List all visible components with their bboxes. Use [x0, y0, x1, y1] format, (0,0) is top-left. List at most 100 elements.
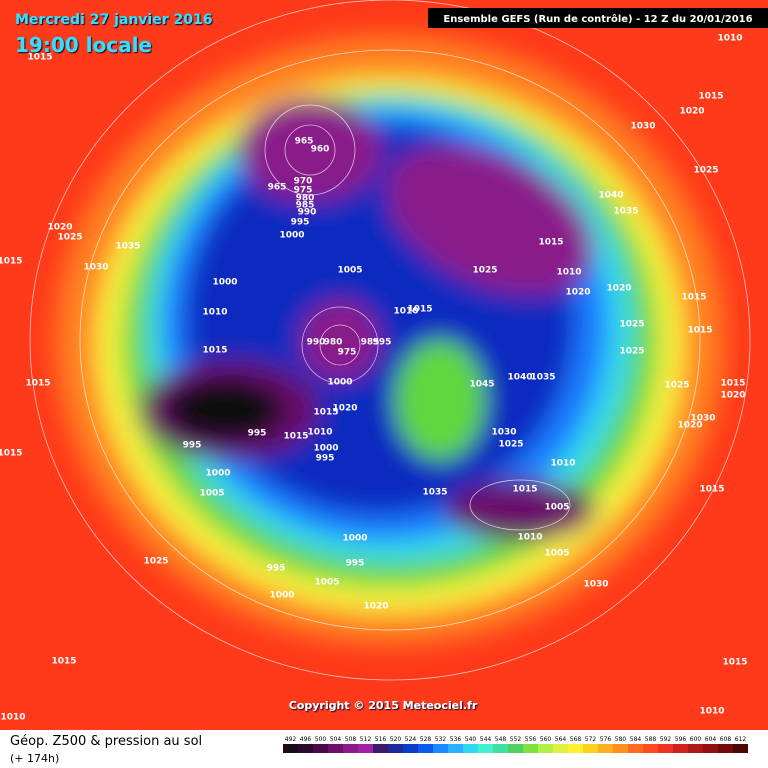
isobar-label: 1000	[269, 591, 294, 601]
scale-value: 564	[555, 736, 567, 743]
isobar-label: 1005	[544, 549, 569, 559]
isobar-label: 1020	[565, 288, 590, 298]
isobar-label: 1025	[619, 347, 644, 357]
field-name: Géop. Z500 & pression au sol	[10, 734, 202, 749]
isobar-label: 975	[338, 348, 357, 358]
isobar-label: 960	[311, 145, 330, 155]
scale-swatch	[553, 744, 568, 753]
isobar-label: 1015	[538, 238, 563, 248]
scale-value: 504	[330, 736, 342, 743]
isobar-label: 1010	[393, 307, 418, 317]
scale-swatch	[733, 744, 748, 753]
isobar-label: 995	[267, 564, 286, 574]
isobar-label: 995	[373, 338, 392, 348]
isobar-label: 1010	[517, 533, 542, 543]
scale-value: 516	[375, 736, 387, 743]
isobar-label: 1015	[687, 326, 712, 336]
run-box	[428, 8, 768, 28]
scale-value: 596	[675, 736, 687, 743]
isobar-label: 1025	[498, 440, 523, 450]
isobar-label: 1000	[212, 278, 237, 288]
scale-swatch	[433, 744, 448, 753]
isobar-label: 1010	[699, 707, 724, 717]
scale-value: 536	[450, 736, 462, 743]
isobar-label: 995	[183, 441, 202, 451]
scale-swatch	[568, 744, 583, 753]
isobar-label: 1010	[202, 308, 227, 318]
scale-swatch	[643, 744, 658, 753]
copyright: Copyright © 2015 Meteociel.fr	[289, 699, 478, 712]
isobar-label: 1020	[720, 391, 745, 401]
isobar-label: 1015	[25, 379, 50, 389]
scale-swatch	[313, 744, 328, 753]
isobar-label: 1010	[556, 268, 581, 278]
scale-value: 528	[420, 736, 432, 743]
scale-swatch	[283, 744, 298, 753]
isobar-label: 1010	[307, 428, 332, 438]
scale-value: 512	[360, 736, 372, 743]
isobar-label: 1020	[363, 602, 388, 612]
scale-value: 532	[435, 736, 447, 743]
isobar-label: 1005	[544, 503, 569, 513]
scale-swatch	[583, 744, 598, 753]
scale-swatch	[673, 744, 688, 753]
scale-swatch	[658, 744, 673, 753]
isobar-label: 1045	[469, 380, 494, 390]
scale-swatch	[388, 744, 403, 753]
isobar-label: 975	[294, 186, 313, 196]
scale-swatch	[343, 744, 358, 753]
isobar-label: 1020	[606, 284, 631, 294]
isobar-label: 980	[324, 338, 343, 348]
isobar-label: 1025	[664, 381, 689, 391]
scale-swatch	[598, 744, 613, 753]
isobar-label: 1015	[699, 485, 724, 495]
time: 19:00 locale	[15, 33, 152, 57]
isobar-label: 1030	[630, 122, 655, 132]
isobar-label: 1015	[512, 485, 537, 495]
isobar-label: 995	[248, 429, 267, 439]
scale-value: 540	[465, 736, 477, 743]
isobar-label: 1030	[583, 580, 608, 590]
scale-value: 592	[660, 736, 672, 743]
scale-swatch	[523, 744, 538, 753]
scale-value: 492	[285, 736, 297, 743]
scale-value: 524	[405, 736, 417, 743]
scale-swatch	[403, 744, 418, 753]
scale-value: 584	[630, 736, 642, 743]
run-info: Ensemble GEFS (Run de contrôle) - 12 Z d…	[443, 13, 752, 25]
isobar-label: 970	[294, 177, 313, 187]
isobar-label: 1015	[698, 92, 723, 102]
scale-swatch	[628, 744, 643, 753]
isobar-label: 1015	[0, 257, 23, 267]
scale-swatch	[703, 744, 718, 753]
isobar-label: 1000	[205, 469, 230, 479]
scale-swatch	[463, 744, 478, 753]
isobar-label: 1015	[313, 408, 338, 418]
isobar-label: 1035	[530, 373, 555, 383]
scale-value: 568	[570, 736, 582, 743]
isobar-label: 1015	[27, 53, 52, 63]
scale-swatch	[448, 744, 463, 753]
isobar-label: 1015	[202, 346, 227, 356]
scale-swatch	[508, 744, 523, 753]
isobar-label: 1015	[0, 449, 23, 459]
isobar-label: 1015	[720, 379, 745, 389]
scale-swatch	[718, 744, 733, 753]
scale-swatch	[493, 744, 508, 753]
isobar-label: 1020	[332, 404, 357, 414]
isobar-label: 1025	[619, 320, 644, 330]
isobar-label: 995	[346, 559, 365, 569]
scale-swatch	[538, 744, 553, 753]
isobar-label: 1020	[47, 223, 72, 233]
scale-swatch	[418, 744, 433, 753]
isobar-label: 1025	[472, 266, 497, 276]
scale-swatch	[298, 744, 313, 753]
isobar-label: 1015	[722, 658, 747, 668]
isobar-labels: 1010101510201025103010401035965960965970…	[0, 34, 748, 723]
isobar-label: 1010	[717, 34, 742, 44]
scale-value: 496	[300, 736, 312, 743]
isobar-label: 1025	[57, 233, 82, 243]
isobar-label: 1030	[690, 414, 715, 424]
